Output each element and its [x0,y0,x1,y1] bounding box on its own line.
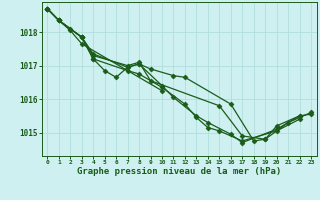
X-axis label: Graphe pression niveau de la mer (hPa): Graphe pression niveau de la mer (hPa) [77,167,281,176]
